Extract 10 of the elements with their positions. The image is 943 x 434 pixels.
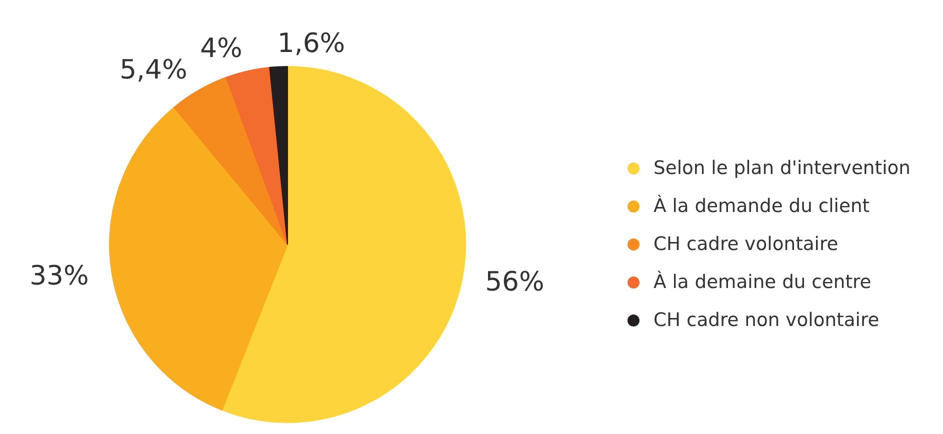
data-label: 56% [485, 266, 544, 298]
legend-label: CH cadre non volontaire [654, 310, 880, 331]
legend-label: Selon le plan d'intervention [654, 158, 910, 179]
legend-label: À la demande du client [654, 194, 870, 217]
legend-label: CH cadre volontaire [654, 234, 838, 255]
data-label: 1,6% [277, 28, 346, 60]
data-label: 4% [200, 32, 242, 64]
legend-label: À la demaine du centre [654, 270, 872, 293]
data-label: 33% [30, 260, 89, 292]
data-label: 5,4% [120, 54, 188, 86]
